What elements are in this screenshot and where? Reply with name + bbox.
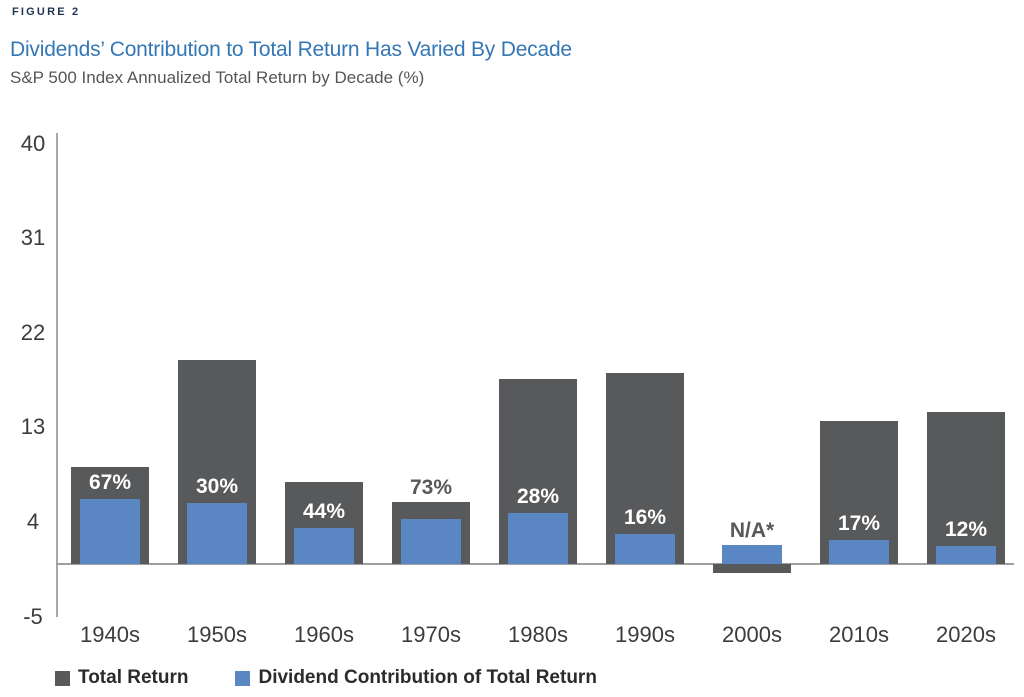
bar-value-label: 30% xyxy=(195,475,239,499)
bar-value-label: 17% xyxy=(837,511,881,535)
x-tick-label: 1940s xyxy=(80,622,140,647)
bar-value-label: 67% xyxy=(88,470,132,494)
x-tick-label: 2010s xyxy=(829,622,889,647)
x-tick-label: 1970s xyxy=(401,622,461,647)
dividend-contribution-bar xyxy=(508,512,568,564)
bar-value-label: 12% xyxy=(944,518,988,542)
x-tick-label: 1980s xyxy=(508,622,568,647)
total-return-legend-label: Total Return xyxy=(78,667,189,688)
dividend-contribution-bar xyxy=(936,546,996,564)
x-tick-label: 1960s xyxy=(294,622,354,647)
chart-subtitle: S&P 500 Index Annualized Total Return by… xyxy=(10,68,425,87)
bar-value-label: 16% xyxy=(623,505,667,529)
total-return-legend-swatch xyxy=(55,670,70,686)
legend: Total Return Dividend Contribution of To… xyxy=(55,667,597,689)
y-tick-label: 4 xyxy=(26,508,40,534)
x-tick-label: 2020s xyxy=(936,622,996,647)
x-tick-label: 1950s xyxy=(187,622,247,647)
dividend-contribution-bar xyxy=(722,545,782,564)
chart-title: Dividends’ Contribution to Total Return … xyxy=(10,38,572,61)
dividend-contribution-bar xyxy=(829,539,889,564)
x-axis-zero-line xyxy=(56,563,1014,565)
dividend-contribution-bar xyxy=(294,528,354,564)
dividend-contribution-bar xyxy=(615,533,675,564)
dividend-legend-label: Dividend Contribution of Total Return xyxy=(258,667,597,688)
figure-label: FIGURE 2 xyxy=(12,6,81,18)
bar-value-label: 28% xyxy=(516,484,560,508)
bar-value-label: 44% xyxy=(302,500,346,524)
total-return-bar xyxy=(606,372,684,564)
bar-value-label: 73% xyxy=(409,475,453,499)
dividend-contribution-bar xyxy=(80,498,140,564)
x-tick-label: 2000s xyxy=(722,622,782,647)
y-tick-label: 40 xyxy=(20,130,46,156)
y-tick-label: 22 xyxy=(20,319,46,345)
total-return-bar xyxy=(713,564,791,574)
dividend-contribution-bar xyxy=(187,503,247,564)
total-return-bar xyxy=(927,411,1005,564)
x-tick-label: 1990s xyxy=(615,622,675,647)
dividend-legend-swatch xyxy=(235,670,251,686)
y-tick-label: 13 xyxy=(20,414,46,440)
bar-value-label: N/A* xyxy=(729,519,775,543)
y-tick-label: 31 xyxy=(20,225,46,251)
y-tick-label: -5 xyxy=(23,603,43,629)
y-axis-line xyxy=(56,133,58,617)
bar-chart: 40 31 22 13 4 -5 67% 30% 44% 73% 28% 16% N/A* 17% 12%… xyxy=(20,130,1014,647)
dividend-contribution-bar xyxy=(401,518,461,564)
